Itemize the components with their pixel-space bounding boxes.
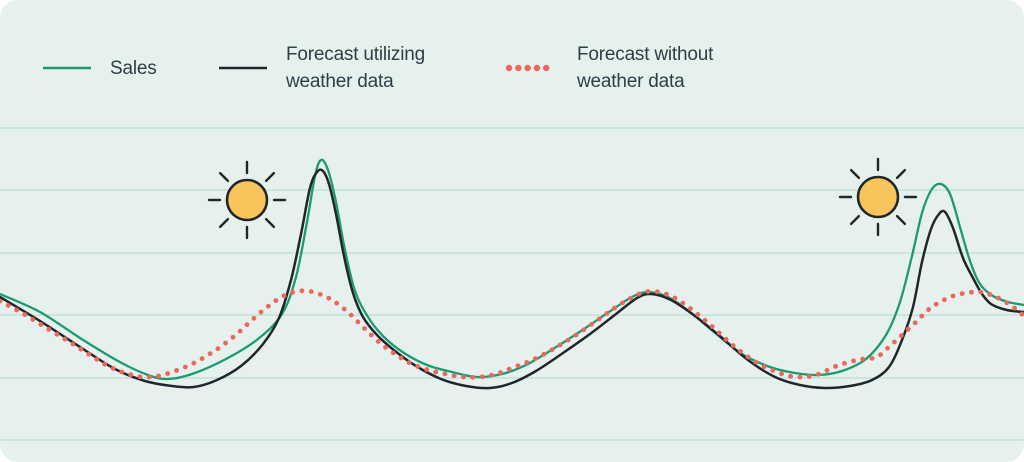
sun-ray [849, 168, 861, 180]
forecast-weather-line-swatch [219, 66, 267, 70]
sun-ray [218, 217, 230, 229]
sun-ray [849, 214, 861, 226]
legend-label-forecast-weather: Forecast utilizing weather data [286, 44, 425, 92]
forecast-weather-line [0, 168, 1024, 390]
sun-icon [207, 160, 287, 240]
sun-disc [856, 175, 900, 219]
sun-ray [895, 168, 907, 180]
sales-line-swatch [43, 66, 91, 70]
chart-legend: Sales Forecast utilizing weather data Fo… [0, 36, 1024, 100]
sun-ray [264, 217, 276, 229]
legend-item-sales: Sales [42, 36, 157, 100]
sun-disc [225, 178, 269, 222]
sun-icon [838, 157, 918, 237]
sun-ray [264, 171, 276, 183]
forecast-no-weather-dots-swatch [505, 64, 559, 72]
legend-item-forecast-no-weather: Forecast without weather data [505, 36, 752, 100]
sun-ray [895, 214, 907, 226]
legend-label-forecast-no-weather: Forecast without weather data [577, 44, 714, 92]
forecast-no-weather-dots [0, 288, 1024, 380]
sun-ray [218, 171, 230, 183]
legend-item-forecast-weather: Forecast utilizing weather data [218, 36, 461, 100]
legend-label-sales: Sales [110, 57, 157, 79]
